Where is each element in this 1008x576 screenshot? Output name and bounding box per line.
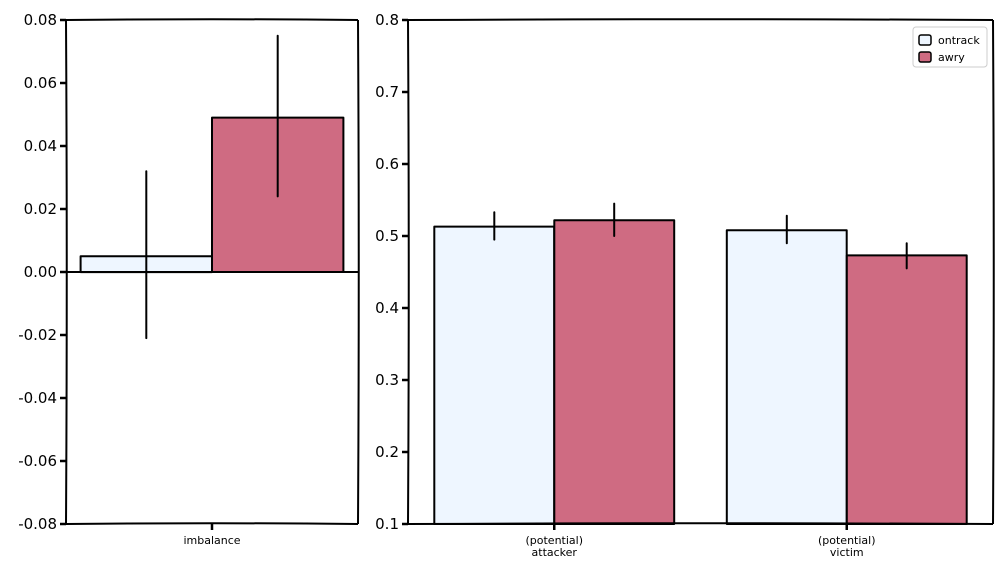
y-tick-label: -0.08: [18, 515, 57, 533]
y-tick-label: 0.02: [24, 200, 57, 218]
y-tick-label: 0.04: [24, 137, 57, 155]
y-tick-label: 0.00: [24, 263, 57, 281]
y-tick-label: 0.8: [375, 11, 399, 29]
bar-awry-potential-victim: [845, 254, 968, 525]
y-tick-label: 0.5: [375, 227, 399, 245]
bar-ontrack-potential-victim: [725, 229, 848, 525]
x-tick-label-potential-attacker: (potential) attacker: [525, 534, 583, 559]
y-tick-label: 0.08: [24, 11, 57, 29]
y-tick-label: -0.04: [18, 389, 57, 407]
y-tick-label: 0.6: [375, 155, 399, 173]
bar-ontrack-potential-attacker: [433, 225, 556, 525]
y-tick-label: 0.2: [375, 443, 399, 461]
x-tick-label-potential-victim: (potential) victim: [818, 534, 876, 559]
chart-panel-roles: (potential) attacker (potential) victim 0.1 0…: [375, 11, 995, 559]
y-tick-label: 0.1: [375, 515, 399, 533]
x-tick-label-imbalance: imbalance: [183, 534, 240, 547]
axes-frame: [65, 18, 360, 525]
y-tick-label: 0.06: [24, 74, 57, 92]
axes-frame: [407, 18, 995, 525]
legend-label-ontrack: ontrack: [938, 34, 980, 47]
y-tick-label: 0.4: [375, 299, 399, 317]
y-tick-label: 0.7: [375, 83, 399, 101]
y-tick-label: 0.3: [375, 371, 399, 389]
chart-panel-imbalance: imbalance -0.08 -0.06 -0.04 -0.02 0.00 0.02 0.0…: [18, 11, 360, 547]
legend-swatch-awry: [918, 51, 932, 63]
y-tick-label: -0.06: [18, 452, 57, 470]
y-tick-label: -0.02: [18, 326, 57, 344]
legend-swatch-ontrack: [918, 34, 932, 46]
legend-label-awry: awry: [938, 51, 965, 64]
bar-awry-potential-attacker: [553, 219, 676, 525]
